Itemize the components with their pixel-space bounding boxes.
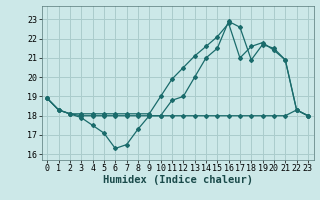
X-axis label: Humidex (Indice chaleur): Humidex (Indice chaleur) — [103, 175, 252, 185]
